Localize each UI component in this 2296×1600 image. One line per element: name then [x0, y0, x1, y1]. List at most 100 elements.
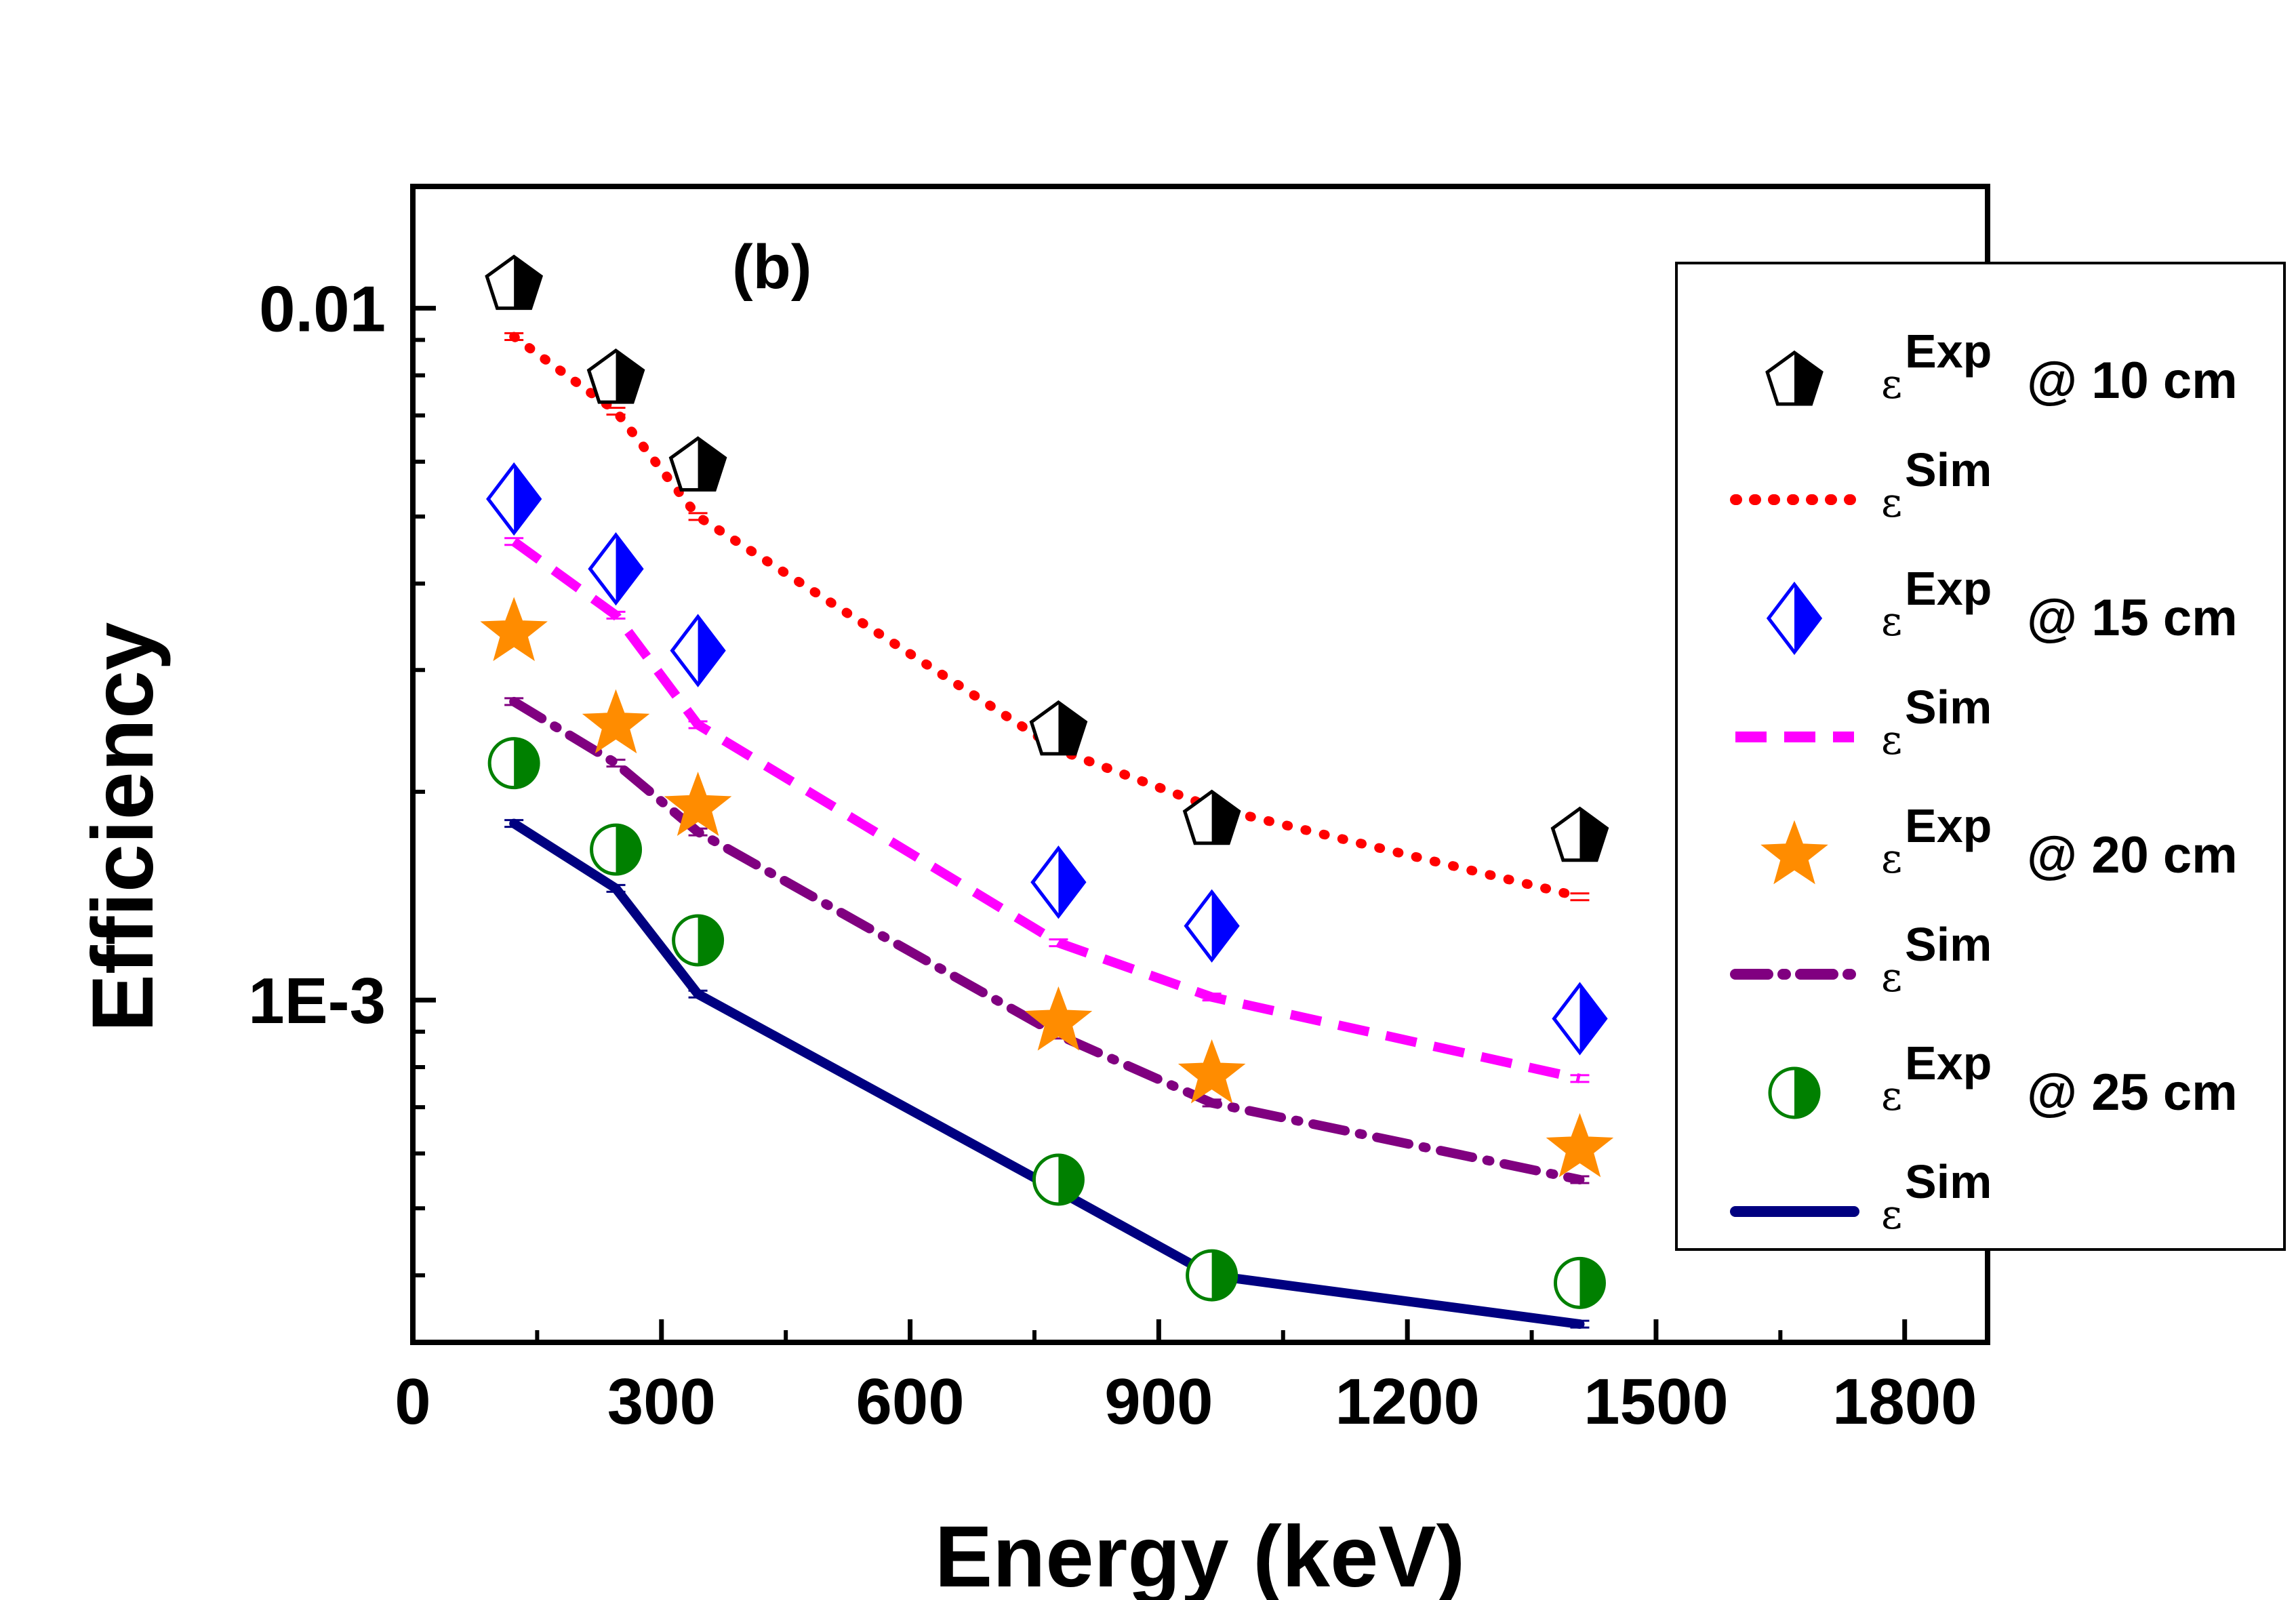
legend-label: @ 15 cm	[2027, 589, 2238, 647]
legend-superscript: Exp	[1905, 325, 1992, 378]
y-tick-label: 0.01	[259, 273, 386, 346]
data-point-circle-outline	[487, 737, 540, 790]
x-tick-label: 0	[395, 1365, 430, 1438]
data-point-pentagon	[1029, 700, 1088, 756]
data-point-star-shape	[664, 772, 732, 837]
legend-superscript: Exp	[1905, 799, 1992, 852]
data-point-diamond-outline	[1552, 982, 1608, 1056]
data-point-circle-fill	[698, 915, 723, 965]
data-point-circle-fill	[514, 738, 539, 788]
data-point-circle-fill	[616, 825, 641, 875]
data-point-pentagon-outline	[1550, 806, 1609, 862]
legend-epsilon: ε	[1881, 835, 1902, 883]
data-point-diamond-fill	[1211, 892, 1238, 960]
data-point-pentagon	[586, 348, 645, 404]
data-point-diamond-fill	[514, 465, 540, 533]
series-line-5	[509, 696, 1585, 1184]
data-point-star	[664, 772, 732, 837]
data-point-pentagon-outline	[1182, 789, 1241, 845]
data-point-circle-outline	[1032, 1153, 1085, 1206]
data-point-circle	[672, 914, 725, 967]
legend-marker-fill	[1794, 1068, 1819, 1117]
legend-marker	[1760, 820, 1828, 885]
legend-marker	[1765, 350, 1824, 406]
data-point-diamond-outline	[670, 614, 726, 687]
data-point-diamond-outline	[486, 462, 542, 536]
legend-marker-outline	[1765, 350, 1824, 406]
data-point-pentagon-outline	[668, 436, 727, 492]
legend-epsilon: ε	[1881, 954, 1902, 1001]
data-point-diamond	[1552, 982, 1608, 1056]
y-axis-label: Efficiency	[75, 622, 172, 1033]
legend-marker-outline	[1766, 581, 1823, 656]
data-point-diamond	[1184, 889, 1240, 963]
data-point-circle-fill	[1058, 1155, 1083, 1204]
series-line-3	[511, 538, 1582, 1083]
legend-epsilon: ε	[1881, 361, 1902, 408]
data-point-circle-outline	[1553, 1256, 1606, 1309]
data-point-star	[480, 597, 548, 662]
legend-marker-outline	[1768, 1066, 1821, 1119]
legend-label: @ 25 cm	[2027, 1064, 2238, 1121]
data-point-star	[1546, 1113, 1614, 1178]
data-point-pentagon	[668, 436, 727, 492]
legend-superscript: Sim	[1905, 1155, 1992, 1208]
data-point-diamond-outline	[588, 532, 644, 606]
data-point-pentagon-outline	[1029, 700, 1088, 756]
series-line-1	[509, 332, 1585, 902]
data-point-diamond	[1030, 845, 1087, 919]
data-point-diamond-fill	[1058, 848, 1085, 917]
data-point-circle	[487, 737, 540, 790]
legend-epsilon: ε	[1881, 1073, 1902, 1120]
data-point-diamond	[486, 462, 542, 536]
data-point-circle	[1186, 1249, 1238, 1302]
legend-superscript: Sim	[1905, 443, 1992, 496]
x-tick-label: 1500	[1584, 1365, 1729, 1438]
data-point-pentagon	[1182, 789, 1241, 845]
data-point-circle-outline	[590, 823, 643, 876]
legend-epsilon: ε	[1881, 1191, 1902, 1239]
data-point-star-shape	[480, 597, 548, 662]
data-point-star	[582, 689, 650, 754]
data-point-star-shape	[1177, 1039, 1246, 1104]
data-point-diamond-fill	[1579, 984, 1606, 1053]
legend-marker-fill	[1794, 584, 1820, 652]
data-point-star-shape	[1546, 1113, 1614, 1178]
legend-label: @ 10 cm	[2027, 352, 2238, 409]
panel-label: (b)	[732, 233, 811, 302]
data-point-diamond-outline	[1184, 889, 1240, 963]
data-point-pentagon-outline	[485, 254, 544, 311]
legend-epsilon: ε	[1881, 598, 1902, 645]
data-point-diamond-fill	[616, 535, 642, 603]
axis-ticks: 0 300 600 900 1200 1500 1800 1E-3 0.01	[248, 273, 1977, 1438]
x-axis-label: Energy (keV)	[935, 1508, 1466, 1600]
data-point-star-shape	[582, 689, 650, 754]
legend-epsilon: ε	[1881, 479, 1902, 527]
data-point-circle-fill	[1211, 1251, 1236, 1300]
data-point-diamond	[588, 532, 644, 606]
legend-marker	[1766, 581, 1823, 656]
data-point-diamond-outline	[1030, 845, 1087, 919]
data-point-star	[1177, 1039, 1246, 1104]
x-tick-label: 1200	[1335, 1365, 1480, 1438]
legend-superscript: Exp	[1905, 562, 1992, 615]
data-point-star-shape	[1024, 986, 1093, 1051]
y-tick-label: 1E-3	[248, 965, 386, 1037]
data-point-circle-fill	[1579, 1258, 1605, 1308]
data-point-pentagon	[1550, 806, 1609, 862]
legend-marker	[1768, 1066, 1821, 1119]
legend-label: @ 20 cm	[2027, 826, 2238, 884]
legend-superscript: Sim	[1905, 681, 1992, 734]
x-tick-label: 600	[855, 1365, 964, 1438]
data-point-circle-outline	[1186, 1249, 1238, 1302]
data-point-circle-outline	[672, 914, 725, 967]
